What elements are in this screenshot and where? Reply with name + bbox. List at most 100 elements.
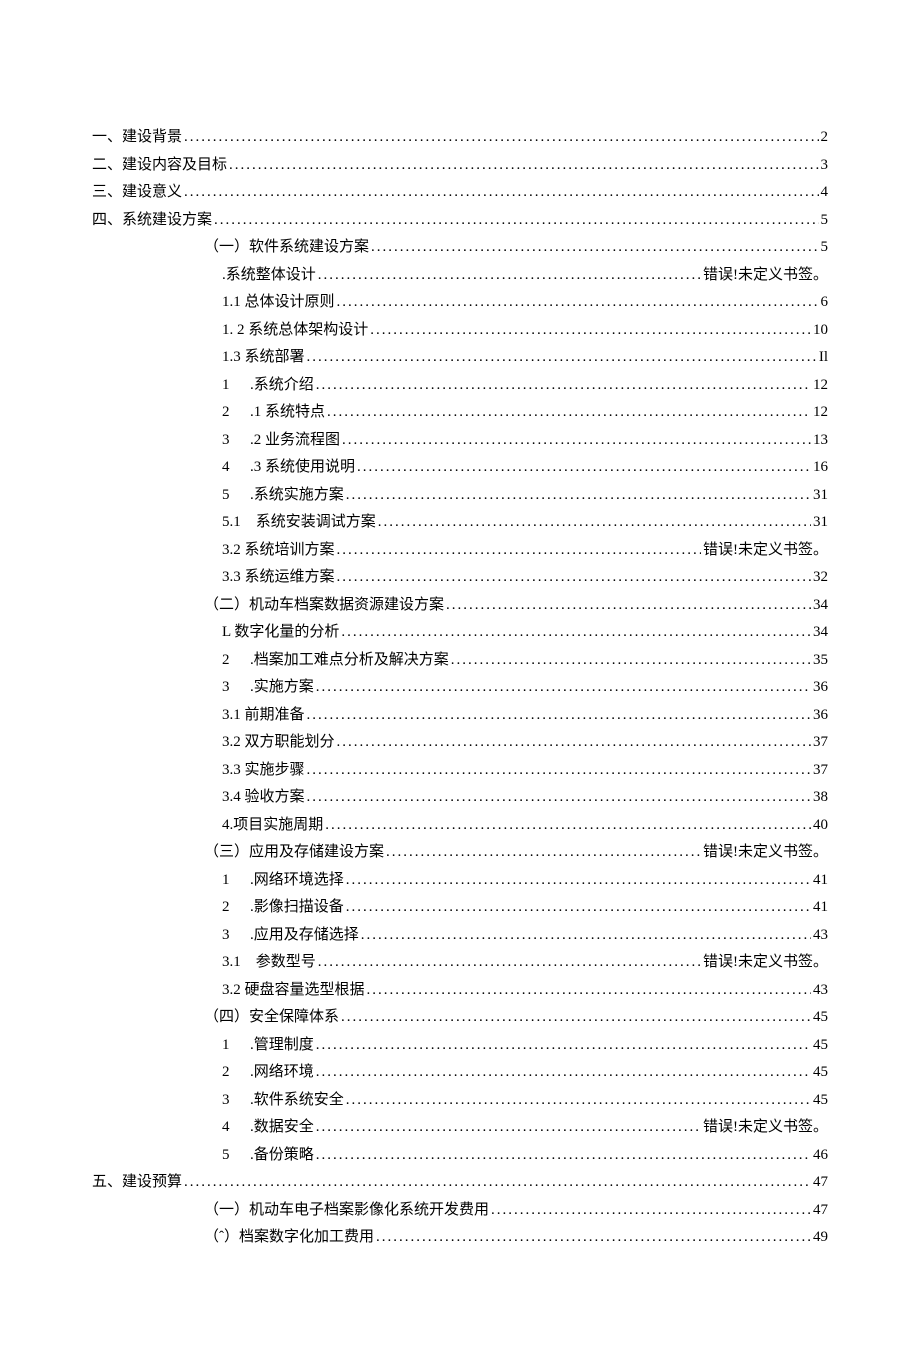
toc-entry-page: 错误!未定义书签。 (703, 845, 828, 860)
toc-entry: 3.2 双方职能划分 37 (92, 735, 828, 750)
toc-leader-dots (316, 1065, 811, 1080)
toc-entry-text: .备份策略 (250, 1148, 314, 1163)
toc-entry-title: 3.3 实施步骤 (222, 763, 305, 778)
toc-entry-title: 2.网络环境 (222, 1065, 314, 1080)
toc-entry-page: 49 (813, 1230, 828, 1245)
toc-leader-dots (316, 1148, 811, 1163)
toc-entry-title: 3.2 业务流程图 (222, 433, 340, 448)
toc-entry: L 数字化量的分析 34 (92, 625, 828, 640)
toc-leader-dots (184, 1175, 811, 1190)
toc-entry-page: 38 (813, 790, 828, 805)
toc-entry-page: 错误!未定义书签。 (703, 543, 828, 558)
toc-entry-title: 5.1 系统安装调试方案 (222, 515, 376, 530)
toc-leader-dots (346, 488, 811, 503)
toc-entry-page: 46 (813, 1148, 828, 1163)
toc-leader-dots (229, 158, 818, 173)
toc-entry-page: 47 (813, 1175, 828, 1190)
toc-entry-number: 5 (222, 488, 250, 503)
toc-leader-dots (378, 515, 811, 530)
toc-entry-title: （一）机动车电子档案影像化系统开发费用 (204, 1203, 489, 1218)
toc-leader-dots (316, 378, 811, 393)
toc-entry-title: 一、建设背景 (92, 130, 182, 145)
toc-entry: 三、建设意义 4 (92, 185, 828, 200)
toc-entry-title: 3.3 系统运维方案 (222, 570, 335, 585)
toc-entry-title: 2.影像扫描设备 (222, 900, 344, 915)
toc-entry-title: （ˆ）档案数字化加工费用 (204, 1230, 374, 1245)
toc-entry: 2.档案加工难点分析及解决方案 35 (92, 653, 828, 668)
toc-entry-title: 4.3 系统使用说明 (222, 460, 355, 475)
toc-entry-number: 1 (222, 378, 250, 393)
toc-entry: 1.网络环境选择41 (92, 873, 828, 888)
toc-entry: 1. 2 系统总体架构设计10 (92, 323, 828, 338)
toc-entry-page: 37 (813, 735, 828, 750)
toc-leader-dots (446, 598, 811, 613)
toc-entry: 2.1 系统特点12 (92, 405, 828, 420)
toc-leader-dots (318, 955, 701, 970)
toc-entry-text: .软件系统安全 (250, 1093, 344, 1108)
toc-entry: 3.2 系统培训方案错误!未定义书签。 (92, 543, 828, 558)
toc-entry: 3.1 前期准备36 (92, 708, 828, 723)
toc-entry-number: 4 (222, 460, 250, 475)
toc-entry-page: 35 (813, 653, 828, 668)
toc-leader-dots (346, 900, 811, 915)
toc-entry: （二）机动车档案数据资源建设方案34 (92, 598, 828, 613)
toc-entry-title: 3.2 双方职能划分 (222, 735, 335, 750)
toc-entry-page: 34 (813, 598, 828, 613)
toc-entry-title: 五、建设预算 (92, 1175, 182, 1190)
toc-entry-page: 错误!未定义书签。 (703, 268, 828, 283)
toc-entry: （三）应用及存储建设方案 错误!未定义书签。 (92, 845, 828, 860)
toc-entry-page: 40 (813, 818, 828, 833)
toc-entry-text: .系统实施方案 (250, 488, 344, 503)
toc-entry: 1.3 系统部署Il (92, 350, 828, 365)
toc-entry: 2.网络环境45 (92, 1065, 828, 1080)
toc-entry: 3.实施方案36 (92, 680, 828, 695)
toc-entry: 3.1 参数型号错误!未定义书签。 (92, 955, 828, 970)
toc-entry-number: 2 (222, 900, 250, 915)
toc-leader-dots (316, 1038, 811, 1053)
toc-entry-page: 37 (813, 763, 828, 778)
toc-entry-page: 41 (813, 873, 828, 888)
toc-entry-page: 34 (813, 625, 828, 640)
table-of-contents: 一、建设背景2二、建设内容及目标3三、建设意义4四、系统建设方案5（一）软件系统… (92, 130, 828, 1245)
toc-entry-text: .网络环境 (250, 1065, 314, 1080)
toc-entry-title: （四）安全保障体系 (204, 1010, 339, 1025)
toc-entry: （ˆ）档案数字化加工费用 49 (92, 1230, 828, 1245)
toc-entry-page: 2 (821, 130, 829, 145)
toc-entry-page: 43 (813, 928, 828, 943)
toc-entry-title: 三、建设意义 (92, 185, 182, 200)
toc-entry: 3.软件系统安全45 (92, 1093, 828, 1108)
toc-leader-dots (337, 735, 811, 750)
toc-entry-number: 1 (222, 1038, 250, 1053)
toc-leader-dots (184, 185, 818, 200)
toc-entry-page: 31 (813, 515, 828, 530)
toc-entry-title: L 数字化量的分析 (222, 625, 339, 640)
toc-leader-dots (341, 1010, 811, 1025)
toc-entry-number: 2 (222, 653, 250, 668)
toc-entry: 2.影像扫描设备 41 (92, 900, 828, 915)
toc-entry-title: （三）应用及存储建设方案 (204, 845, 384, 860)
toc-entry: 3.应用及存储选择43 (92, 928, 828, 943)
toc-entry: 4.数据安全错误!未定义书签。 (92, 1120, 828, 1135)
toc-entry-page: 错误!未定义书签。 (703, 955, 828, 970)
toc-leader-dots (357, 460, 811, 475)
toc-entry-text: .1 系统特点 (250, 405, 325, 420)
toc-entry-text: .网络环境选择 (250, 873, 344, 888)
toc-entry-title: 1.3 系统部署 (222, 350, 305, 365)
toc-leader-dots (346, 873, 811, 888)
toc-entry-text: .档案加工难点分析及解决方案 (250, 653, 449, 668)
toc-entry: （一）机动车电子档案影像化系统开发费用47 (92, 1203, 828, 1218)
toc-leader-dots (337, 570, 811, 585)
toc-entry-title: （一）软件系统建设方案 (204, 240, 369, 255)
toc-entry-page: 41 (813, 900, 828, 915)
toc-leader-dots (346, 1093, 811, 1108)
toc-entry-text: .3 系统使用说明 (250, 460, 355, 475)
toc-entry-page: 31 (813, 488, 828, 503)
toc-entry-title: 3.4 验收方案 (222, 790, 305, 805)
toc-leader-dots (370, 323, 811, 338)
toc-entry-page: 36 (813, 708, 828, 723)
toc-leader-dots (214, 213, 818, 228)
toc-entry-page: 4 (821, 185, 829, 200)
toc-entry: 5.备份策略46 (92, 1148, 828, 1163)
toc-leader-dots (327, 405, 811, 420)
toc-leader-dots (376, 1230, 811, 1245)
